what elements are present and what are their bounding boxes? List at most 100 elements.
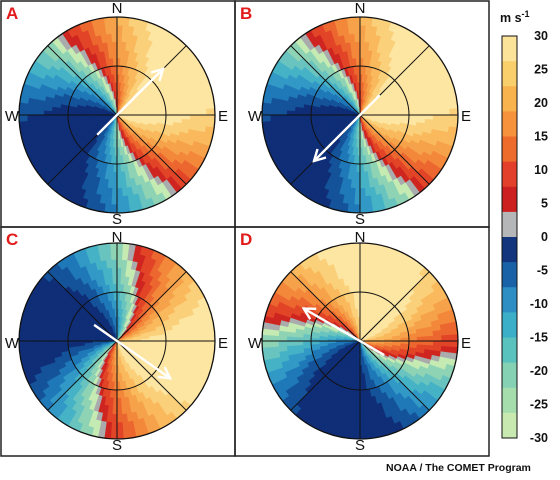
compass-east: E [461,335,471,352]
velocity-cell [111,414,118,423]
velocity-cell [104,25,112,35]
velocity-cell [355,283,361,293]
velocity-cell [441,340,451,348]
velocity-cell [181,109,191,116]
panel-letter: C [6,230,18,249]
velocity-cell [359,250,367,260]
velocity-cell [278,340,287,347]
panel-d: D N S E W [240,229,471,454]
velocity-cell [111,259,118,268]
velocity-cell [350,41,357,51]
velocity-cell [349,259,356,269]
velocity-cell [354,414,361,423]
colorbar-swatch [502,86,517,112]
velocity-cell [269,114,279,122]
panel-a: A N S E W [5,0,228,228]
velocity-cell [51,340,61,346]
velocity-cell [359,422,367,432]
velocity-cell [116,250,124,260]
velocity-cell [26,114,36,122]
velocity-cell [43,340,53,347]
velocity-cell [346,16,355,27]
velocity-cell [353,422,361,432]
velocity-cell [110,422,118,432]
velocity-cell [35,340,44,347]
panel-letter: D [240,230,252,249]
colorbar-tick-label: -30 [530,431,548,445]
velocity-cell [440,102,450,110]
velocity-cell [286,344,296,351]
colorbar-tick-label: 15 [534,130,548,144]
flow-arrow-shaft [93,323,169,378]
velocity-cell [110,24,118,34]
velocity-cell [354,41,361,51]
velocity-cell [408,336,418,342]
velocity-cell [43,118,53,125]
range-rings [18,242,216,440]
velocity-cell [112,283,118,293]
velocity-cell [294,340,304,346]
flow-arrow-shaft [305,309,385,357]
velocity-cell [355,49,361,59]
velocity-cell [189,330,199,337]
velocity-cell [432,330,442,337]
colorbar-tick-label: 10 [534,163,548,177]
colorbar-tick-label: -25 [530,398,548,412]
velocity-cell [59,340,69,346]
velocity-cell [353,196,361,206]
velocity-cell [43,344,53,351]
velocity-cell [355,57,361,67]
velocity-cell [347,25,355,35]
velocity-cell [104,251,112,261]
velocity-cell [354,267,361,277]
velocity-cell [261,346,272,355]
colorbar-swatch [502,161,517,188]
range-rings [261,242,459,440]
flow-arrow-shaft [315,94,381,160]
velocity-cell [165,336,175,342]
velocity-cell [106,259,113,269]
velocity-cell [354,188,361,197]
velocity-cell [269,340,279,348]
velocity-cell [359,179,366,189]
velocity-cell [441,334,451,342]
velocity-cell [173,336,183,342]
velocity-cell [111,188,118,197]
colorbar-swatches [501,35,518,439]
velocity-cell [363,405,370,415]
velocity-cell [197,328,207,336]
velocity-cell [424,335,434,342]
radial-line [359,114,430,185]
panel-letter: A [6,4,18,23]
velocity-cell [424,109,434,116]
velocity-cell [116,188,123,197]
velocity-cell [35,345,45,352]
velocity-cell [448,101,459,110]
velocity-cell [359,196,367,206]
velocity-cell [359,171,365,181]
velocity-cell [18,340,28,348]
colorbar-tick-label: 5 [541,197,548,211]
velocity-cell [440,328,450,336]
velocity-cell [35,114,44,121]
velocity-cell [359,259,366,268]
velocity-cell [120,405,127,415]
velocity-cell [18,120,29,129]
velocity-cell [35,119,45,126]
compass-west: W [5,335,20,352]
velocity-cell [448,327,459,336]
velocity-cell [35,109,44,116]
velocity-cell [206,114,216,122]
velocity-cell [441,108,451,116]
velocity-cell [27,120,37,128]
velocity-cell [111,267,118,277]
compass-east: E [218,108,228,125]
velocity-cell [364,413,371,423]
velocity-cell [349,33,356,43]
flow-arrow-icon [305,309,385,357]
velocity-cell [294,114,304,120]
velocity-cell [18,114,28,122]
velocity-cell [121,187,128,197]
velocity-cell [359,163,365,173]
velocity-cell [116,33,123,42]
